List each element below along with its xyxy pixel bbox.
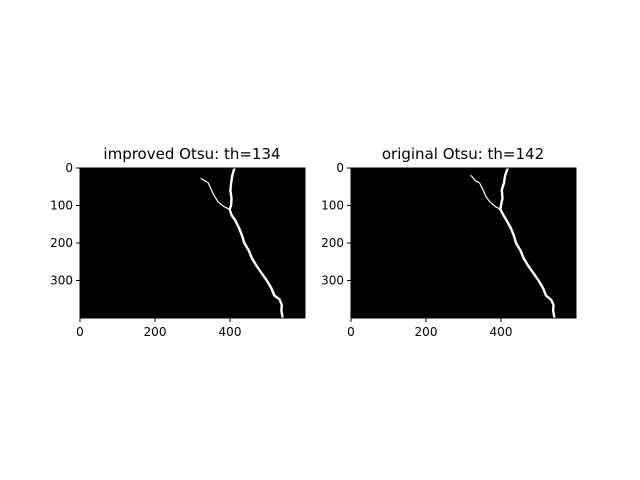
right-y-tick-label: 100 xyxy=(321,199,344,213)
right-panel-title: original Otsu: th=142 xyxy=(382,145,544,163)
right-y-tick-label: 300 xyxy=(321,274,344,288)
left-x-tick-label: 0 xyxy=(76,325,84,339)
left-crack-branch xyxy=(200,177,231,210)
right-y-tick-label: 200 xyxy=(321,236,344,250)
left-panel-frame xyxy=(79,167,306,319)
right-image-panel: original Otsu: th=142 0 200 400 0 100 200 300 xyxy=(321,145,577,339)
right-x-tick-label: 400 xyxy=(490,325,513,339)
left-y-tick-label: 100 xyxy=(50,199,73,213)
right-crack-line xyxy=(499,166,556,319)
left-crack-line xyxy=(228,166,284,319)
right-panel-frame xyxy=(350,167,577,319)
left-image-panel: improved Otsu: th=134 0 200 400 0 100 200 300 xyxy=(50,145,306,339)
left-y-tick-label: 0 xyxy=(65,161,73,175)
left-image-area xyxy=(80,168,305,318)
right-crack-branch xyxy=(470,174,501,210)
left-y-tick-label: 300 xyxy=(50,274,73,288)
left-x-tick-label: 200 xyxy=(144,325,167,339)
left-panel-title: improved Otsu: th=134 xyxy=(103,145,280,163)
right-x-tick-label: 200 xyxy=(415,325,438,339)
left-y-tick-label: 200 xyxy=(50,236,73,250)
right-x-tick-label: 0 xyxy=(347,325,355,339)
right-image-area xyxy=(351,168,576,318)
right-y-tick-label: 0 xyxy=(336,161,344,175)
left-x-tick-label: 400 xyxy=(219,325,242,339)
